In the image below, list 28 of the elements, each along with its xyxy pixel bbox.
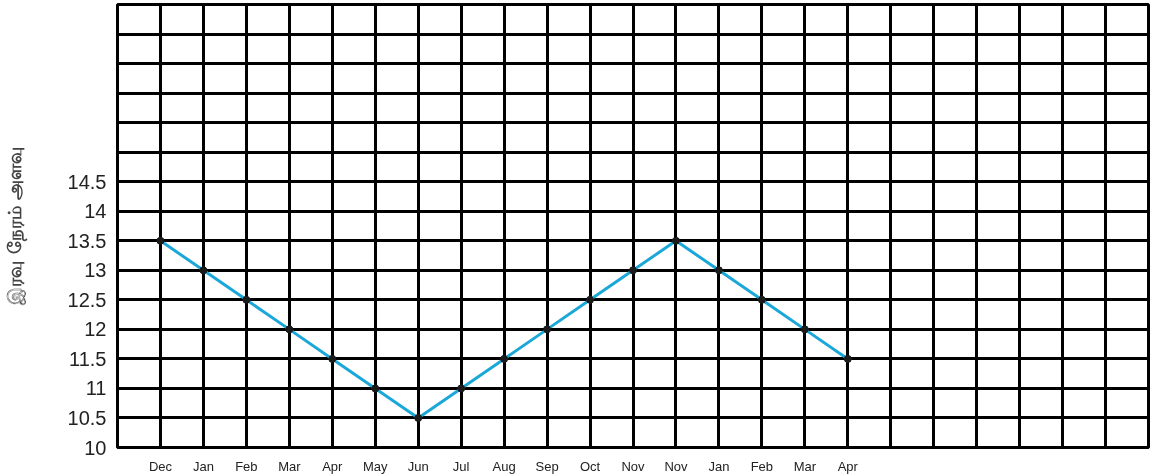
x-tick-label: Oct xyxy=(579,458,601,474)
x-tick-label: Feb xyxy=(235,458,258,474)
x-tick-label: Dec xyxy=(148,458,173,474)
x-tick-label: Mar xyxy=(278,458,302,474)
x-tick-label: Jan xyxy=(192,458,214,474)
y-tick-label: 11 xyxy=(85,377,107,400)
x-tick-label: Nov xyxy=(664,458,689,474)
x-tick-label: Aug xyxy=(492,458,516,474)
y-tick-label: 10 xyxy=(84,436,107,459)
y-tick-label: 14 xyxy=(84,200,107,223)
x-tick-label: Nov xyxy=(621,458,646,474)
y-tick-label: 10.5 xyxy=(67,406,107,429)
x-tick-label: Sep xyxy=(535,458,559,474)
y-tick-label: 14.5 xyxy=(67,170,107,193)
x-tick-label: Jul xyxy=(452,458,470,474)
x-tick-label: Jun xyxy=(407,458,429,474)
x-tick-label: Jan xyxy=(708,458,730,474)
y-tick-label: 13.5 xyxy=(67,229,107,252)
x-tick-label: Apr xyxy=(322,458,344,474)
x-tick-label: May xyxy=(362,458,389,474)
y-tick-label: 12.5 xyxy=(67,288,107,311)
x-tick-label: Apr xyxy=(837,458,859,474)
y-tick-label: 13 xyxy=(84,259,107,282)
x-tick-label: Feb xyxy=(750,458,774,474)
y-tick-label: 12 xyxy=(84,318,107,341)
x-tick-label: Mar xyxy=(793,458,817,474)
y-axis-title: இரவு நேரம் அளவு xyxy=(3,147,28,306)
y-tick-label: 11.5 xyxy=(69,347,107,370)
